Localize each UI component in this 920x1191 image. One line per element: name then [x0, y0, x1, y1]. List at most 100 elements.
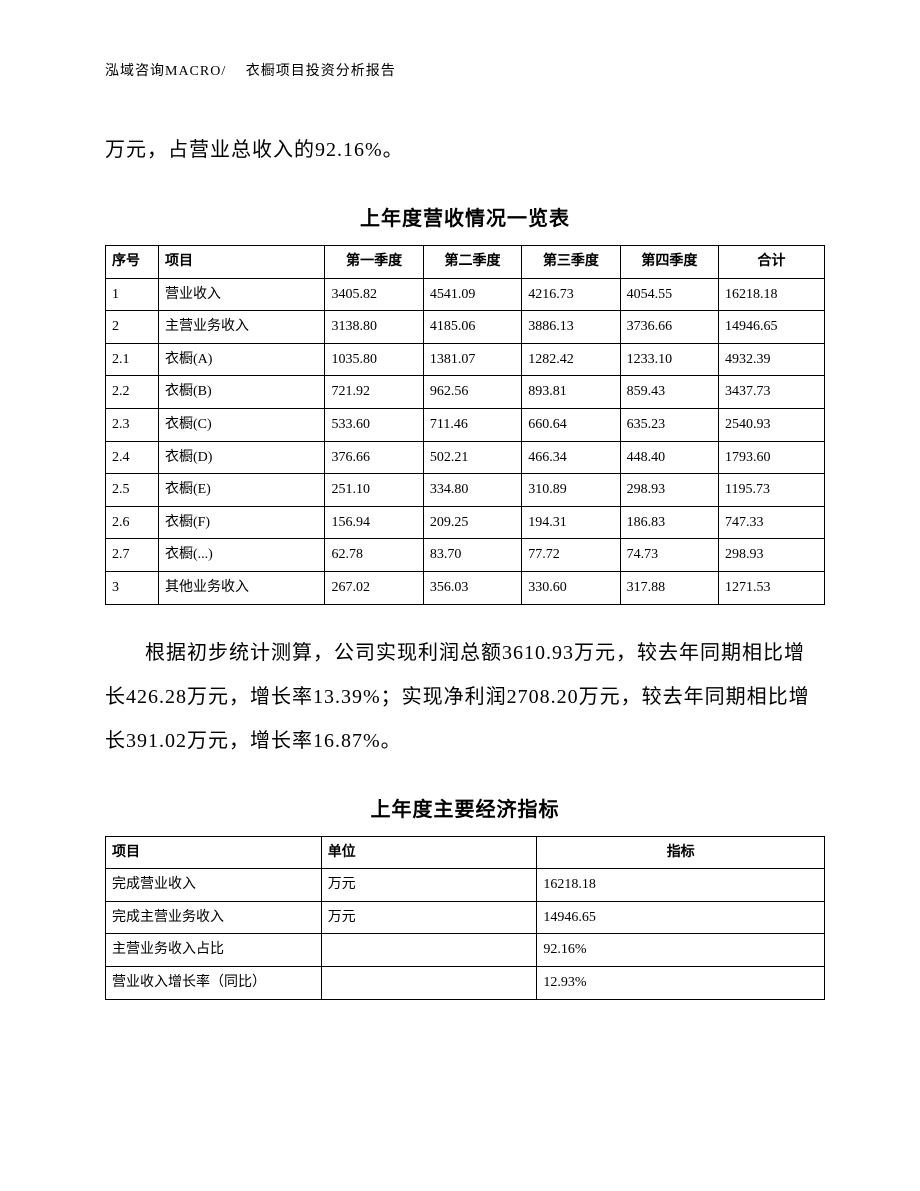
table-cell: 859.43	[620, 376, 718, 409]
spacer	[105, 605, 825, 631]
table-row: 2.6衣橱(F)156.94209.25194.31186.83747.33	[106, 506, 825, 539]
table-cell: 2.6	[106, 506, 159, 539]
table-cell: 747.33	[719, 506, 825, 539]
table-row: 2.4衣橱(D)376.66502.21466.34448.401793.60	[106, 441, 825, 474]
table-cell: 主营业务收入	[158, 311, 325, 344]
table-cell: 3437.73	[719, 376, 825, 409]
table-cell: 334.80	[423, 474, 521, 507]
col-item: 项目	[106, 836, 322, 869]
table-cell: 1233.10	[620, 343, 718, 376]
col-q3: 第三季度	[522, 246, 620, 279]
table-cell: 1195.73	[719, 474, 825, 507]
table-cell: 62.78	[325, 539, 423, 572]
table-cell: 其他业务收入	[158, 571, 325, 604]
table-row: 完成营业收入万元16218.18	[106, 869, 825, 902]
table-cell: 317.88	[620, 571, 718, 604]
table-cell: 2.1	[106, 343, 159, 376]
table-cell: 186.83	[620, 506, 718, 539]
paragraph-1: 万元，占营业总收入的92.16%。	[105, 128, 825, 172]
revenue-table-body: 1营业收入3405.824541.094216.734054.5516218.1…	[106, 278, 825, 604]
table-cell: 1271.53	[719, 571, 825, 604]
table-cell: 衣橱(B)	[158, 376, 325, 409]
table-row: 1营业收入3405.824541.094216.734054.5516218.1…	[106, 278, 825, 311]
table-row: 2.3衣橱(C)533.60711.46660.64635.232540.93	[106, 408, 825, 441]
table-cell: 310.89	[522, 474, 620, 507]
table-cell: 主营业务收入占比	[106, 934, 322, 967]
revenue-table: 序号 项目 第一季度 第二季度 第三季度 第四季度 合计 1营业收入3405.8…	[105, 245, 825, 605]
table-cell: 14946.65	[719, 311, 825, 344]
table-cell: 3736.66	[620, 311, 718, 344]
table-cell	[321, 966, 537, 999]
table-cell: 298.93	[620, 474, 718, 507]
table-cell: 3	[106, 571, 159, 604]
table-cell: 衣橱(F)	[158, 506, 325, 539]
table-cell: 衣橱(E)	[158, 474, 325, 507]
table-cell: 711.46	[423, 408, 521, 441]
table-cell: 1	[106, 278, 159, 311]
table-cell: 万元	[321, 901, 537, 934]
table-cell: 营业收入增长率（同比）	[106, 966, 322, 999]
table-cell: 3138.80	[325, 311, 423, 344]
table-cell: 962.56	[423, 376, 521, 409]
table-cell: 2.2	[106, 376, 159, 409]
table-cell: 267.02	[325, 571, 423, 604]
table-cell: 衣橱(...)	[158, 539, 325, 572]
col-seq: 序号	[106, 246, 159, 279]
table-cell: 660.64	[522, 408, 620, 441]
table-cell: 298.93	[719, 539, 825, 572]
table-cell: 251.10	[325, 474, 423, 507]
table-row: 营业收入增长率（同比） 12.93%	[106, 966, 825, 999]
indicators-table-body: 完成营业收入万元16218.18完成主营业务收入万元14946.65主营业务收入…	[106, 869, 825, 999]
table-row: 2.2衣橱(B)721.92962.56893.81859.433437.73	[106, 376, 825, 409]
table-cell: 完成主营业务收入	[106, 901, 322, 934]
table-cell: 4541.09	[423, 278, 521, 311]
table-cell: 万元	[321, 869, 537, 902]
table-cell: 2.7	[106, 539, 159, 572]
table-cell: 完成营业收入	[106, 869, 322, 902]
table-cell: 194.31	[522, 506, 620, 539]
table-cell: 衣橱(C)	[158, 408, 325, 441]
table-cell: 156.94	[325, 506, 423, 539]
table-cell: 92.16%	[537, 934, 825, 967]
table-cell: 330.60	[522, 571, 620, 604]
table-cell: 4185.06	[423, 311, 521, 344]
table-cell: 635.23	[620, 408, 718, 441]
table-cell: 2540.93	[719, 408, 825, 441]
table-cell: 356.03	[423, 571, 521, 604]
table-2-title: 上年度主要经济指标	[105, 793, 825, 822]
table-cell: 3886.13	[522, 311, 620, 344]
table-cell: 448.40	[620, 441, 718, 474]
table-cell: 16218.18	[719, 278, 825, 311]
table-cell: 衣橱(A)	[158, 343, 325, 376]
table-cell: 2.5	[106, 474, 159, 507]
table-cell: 4932.39	[719, 343, 825, 376]
table-row: 2.5衣橱(E)251.10334.80310.89298.931195.73	[106, 474, 825, 507]
table-cell: 1282.42	[522, 343, 620, 376]
table-cell: 2.3	[106, 408, 159, 441]
table-cell: 3405.82	[325, 278, 423, 311]
table-cell: 2	[106, 311, 159, 344]
col-indicator: 指标	[537, 836, 825, 869]
table-cell: 1035.80	[325, 343, 423, 376]
table-cell: 77.72	[522, 539, 620, 572]
table-cell: 466.34	[522, 441, 620, 474]
table-cell: 1381.07	[423, 343, 521, 376]
table-row: 3其他业务收入267.02356.03330.60317.881271.53	[106, 571, 825, 604]
document-page: 泓域咨询MACRO/ 衣橱项目投资分析报告 万元，占营业总收入的92.16%。 …	[0, 0, 920, 1191]
table-header-row: 项目 单位 指标	[106, 836, 825, 869]
table-cell: 376.66	[325, 441, 423, 474]
table-cell: 4216.73	[522, 278, 620, 311]
table-row: 主营业务收入占比 92.16%	[106, 934, 825, 967]
col-q1: 第一季度	[325, 246, 423, 279]
col-item: 项目	[158, 246, 325, 279]
page-header: 泓域咨询MACRO/ 衣橱项目投资分析报告	[105, 60, 825, 80]
table-cell: 16218.18	[537, 869, 825, 902]
table-cell: 721.92	[325, 376, 423, 409]
table-row: 2.1衣橱(A)1035.801381.071282.421233.104932…	[106, 343, 825, 376]
table-cell: 12.93%	[537, 966, 825, 999]
table-header-row: 序号 项目 第一季度 第二季度 第三季度 第四季度 合计	[106, 246, 825, 279]
table-row: 2.7衣橱(...)62.7883.7077.7274.73298.93	[106, 539, 825, 572]
table-cell: 533.60	[325, 408, 423, 441]
table-cell: 893.81	[522, 376, 620, 409]
table-cell: 营业收入	[158, 278, 325, 311]
